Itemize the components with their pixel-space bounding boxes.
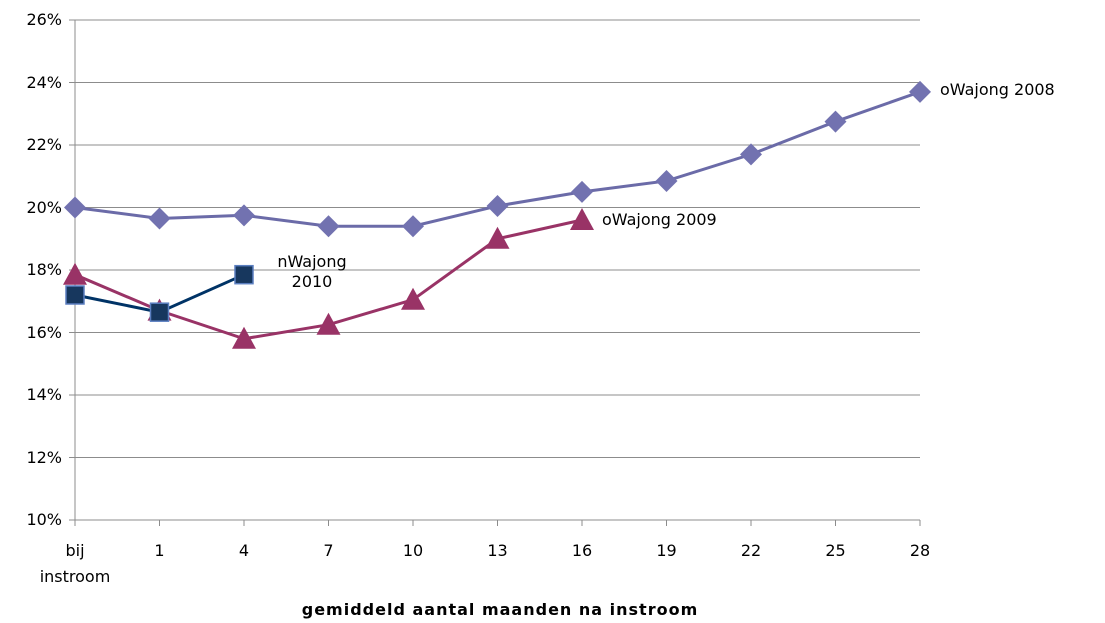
y-tick-label: 10% xyxy=(26,510,62,529)
marker xyxy=(740,143,762,166)
marker xyxy=(485,226,510,249)
x-tick-label: 1 xyxy=(154,541,165,560)
marker xyxy=(64,196,86,219)
marker xyxy=(316,312,341,335)
x-tick-label: 22 xyxy=(740,541,762,560)
marker xyxy=(909,80,931,103)
y-tick-label: 24% xyxy=(26,72,62,92)
y-tick-label: 16% xyxy=(26,322,62,342)
x-axis-title: gemiddeld aantal maanden na instroom xyxy=(301,600,699,619)
series-label: nWajong 2010 xyxy=(277,252,347,291)
y-tick-label: 26% xyxy=(26,10,62,29)
marker xyxy=(65,285,85,305)
x-tick-label: 28 xyxy=(909,541,931,560)
marker xyxy=(232,326,256,349)
x-tick-label: 25 xyxy=(825,541,846,560)
series-label: oWajong 2008 xyxy=(940,80,1055,99)
marker xyxy=(655,169,678,192)
marker xyxy=(401,287,425,310)
x-tick-label: 10 xyxy=(402,541,424,560)
marker xyxy=(148,207,171,230)
y-tick-label: 14% xyxy=(26,385,62,404)
marker xyxy=(402,215,424,238)
x-tick-label: 7 xyxy=(323,541,334,560)
x-tick-label: 4 xyxy=(238,541,250,560)
y-tick-label: 20% xyxy=(26,197,62,217)
y-tick-label: 12% xyxy=(26,447,62,467)
marker xyxy=(570,208,594,230)
x-tick-label: 13 xyxy=(487,541,508,560)
marker xyxy=(149,302,170,322)
x-tick-label: bij instroom xyxy=(39,541,111,586)
marker xyxy=(486,194,509,217)
marker xyxy=(317,215,340,238)
y-tick-label: 22% xyxy=(26,135,62,154)
marker xyxy=(63,262,87,285)
x-tick-label: 19 xyxy=(656,541,677,560)
marker xyxy=(824,110,847,133)
marker xyxy=(233,204,255,227)
marker xyxy=(571,180,593,203)
x-tick-label: 16 xyxy=(571,541,593,560)
series-label: oWajong 2009 xyxy=(602,210,717,229)
y-tick-label: 18% xyxy=(26,260,62,279)
marker xyxy=(234,264,254,285)
